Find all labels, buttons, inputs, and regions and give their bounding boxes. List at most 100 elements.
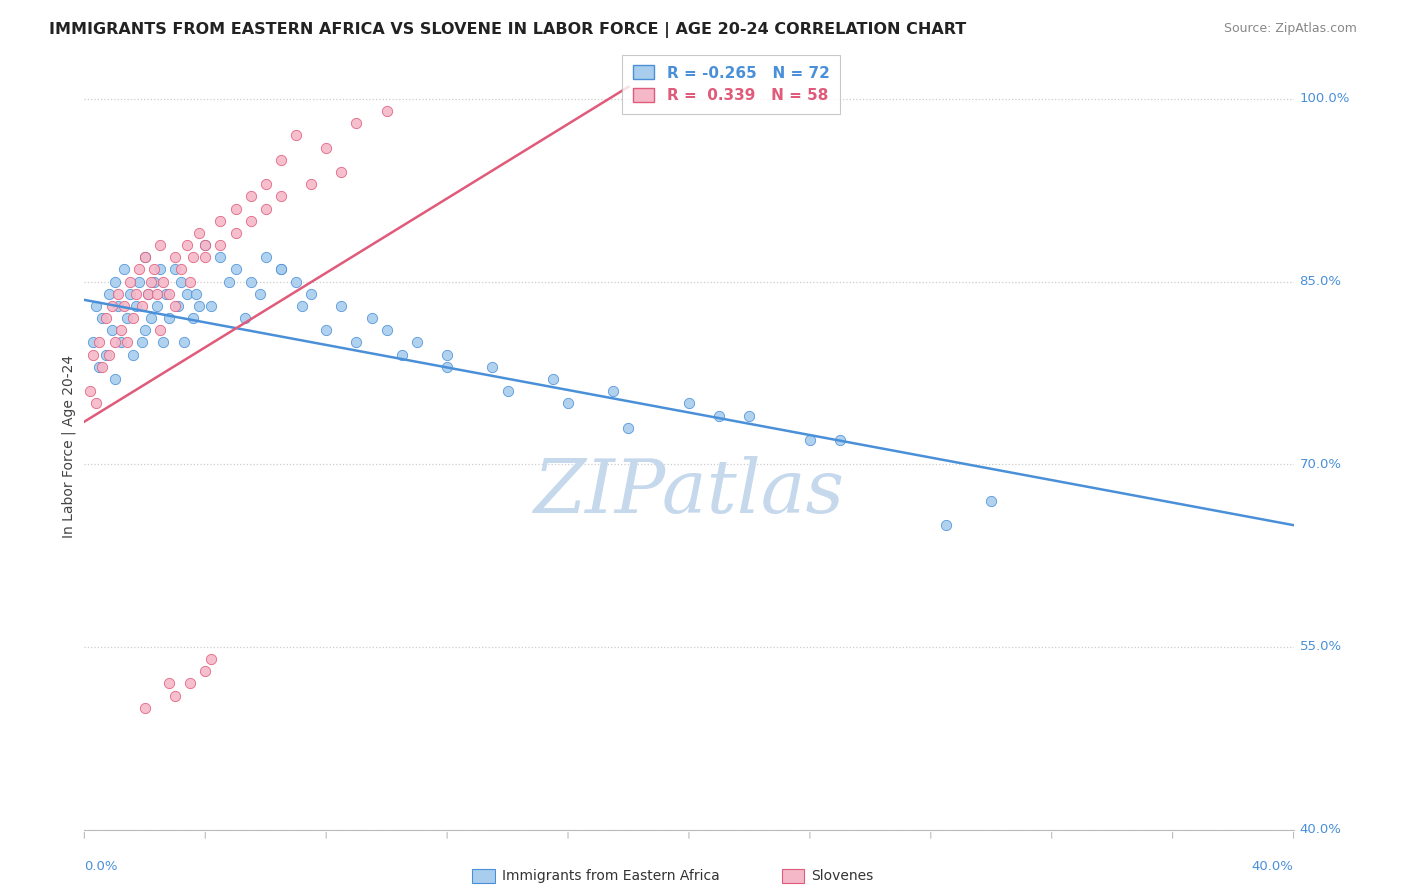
Point (97, 348, 120, 362)
Point (104, 275, 127, 289)
Point (375, 104, 398, 119)
Point (110, 335, 132, 350)
Point (315, 323, 337, 337)
Point (481, 359, 503, 374)
Point (330, 165, 353, 179)
Y-axis label: In Labor Force | Age 20-24: In Labor Force | Age 20-24 (62, 354, 76, 538)
Point (541, 372, 564, 386)
Text: 85.0%: 85.0% (1299, 275, 1341, 288)
Point (115, 311, 138, 326)
Point (131, 299, 153, 313)
Point (270, 189, 292, 203)
Text: 70.0%: 70.0% (1299, 458, 1341, 471)
Point (557, 396, 579, 410)
Point (617, 421, 640, 435)
Text: ZIPatlas: ZIPatlas (533, 456, 845, 528)
Point (97, 286, 120, 301)
Point (146, 286, 169, 301)
Point (89, 335, 111, 350)
Point (89, 359, 111, 374)
Point (315, 141, 337, 155)
Point (134, 250, 156, 264)
Point (107, 286, 129, 301)
Point (94, 348, 117, 362)
Text: 0.0%: 0.0% (84, 860, 118, 873)
Point (176, 286, 198, 301)
Point (121, 348, 143, 362)
Point (149, 262, 172, 277)
Point (375, 323, 398, 337)
Point (136, 286, 159, 301)
Point (139, 275, 162, 289)
Point (270, 262, 292, 277)
Point (299, 178, 322, 192)
Point (112, 299, 135, 313)
Point (436, 359, 458, 374)
Point (209, 250, 232, 264)
Point (194, 238, 217, 252)
Point (830, 433, 852, 447)
Point (181, 250, 204, 264)
Point (194, 250, 217, 264)
Text: 55.0%: 55.0% (1299, 640, 1341, 654)
Point (391, 348, 413, 362)
Point (146, 299, 169, 313)
Point (125, 286, 148, 301)
Point (91, 311, 114, 326)
Point (233, 311, 256, 326)
Point (249, 286, 271, 301)
Point (82, 348, 104, 362)
Point (104, 372, 127, 386)
Point (128, 275, 150, 289)
Point (200, 652, 222, 666)
Point (118, 275, 141, 289)
Point (121, 311, 143, 326)
Point (94, 311, 117, 326)
Point (170, 262, 193, 277)
Point (194, 665, 217, 679)
Point (406, 335, 429, 350)
Text: Source: ZipAtlas.com: Source: ZipAtlas.com (1223, 22, 1357, 36)
Point (436, 348, 458, 362)
Point (602, 384, 624, 399)
Point (136, 286, 159, 301)
Point (134, 250, 156, 264)
Point (134, 700, 156, 714)
Point (134, 323, 156, 337)
Point (86, 299, 108, 313)
Point (128, 262, 150, 277)
Point (346, 116, 368, 130)
Point (112, 262, 135, 277)
Point (254, 202, 277, 216)
Point (254, 178, 277, 192)
Point (152, 335, 174, 350)
Point (157, 286, 180, 301)
Point (209, 213, 232, 227)
Point (165, 262, 187, 277)
Point (270, 262, 292, 277)
Point (194, 238, 217, 252)
Point (330, 299, 353, 313)
Point (209, 238, 232, 252)
Point (149, 238, 172, 252)
Legend: R = -0.265   N = 72, R =  0.339   N = 58: R = -0.265 N = 72, R = 0.339 N = 58 (623, 54, 841, 114)
Point (173, 335, 195, 350)
Point (270, 153, 292, 167)
Point (188, 226, 211, 240)
Point (186, 286, 208, 301)
Point (291, 299, 314, 313)
Bar (782, 869, 804, 883)
Point (79, 384, 101, 399)
Point (738, 409, 761, 423)
Text: Slovenes: Slovenes (811, 869, 873, 883)
Point (155, 286, 177, 301)
Text: IMMIGRANTS FROM EASTERN AFRICA VS SLOVENE IN LABOR FORCE | AGE 20-24 CORRELATION: IMMIGRANTS FROM EASTERN AFRICA VS SLOVEN… (49, 22, 966, 38)
Point (176, 238, 198, 252)
Point (179, 676, 201, 690)
Point (152, 275, 174, 289)
Text: 40.0%: 40.0% (1251, 860, 1294, 873)
Point (799, 433, 821, 447)
Text: 40.0%: 40.0% (1299, 823, 1341, 836)
Point (200, 299, 222, 313)
Point (181, 311, 204, 326)
